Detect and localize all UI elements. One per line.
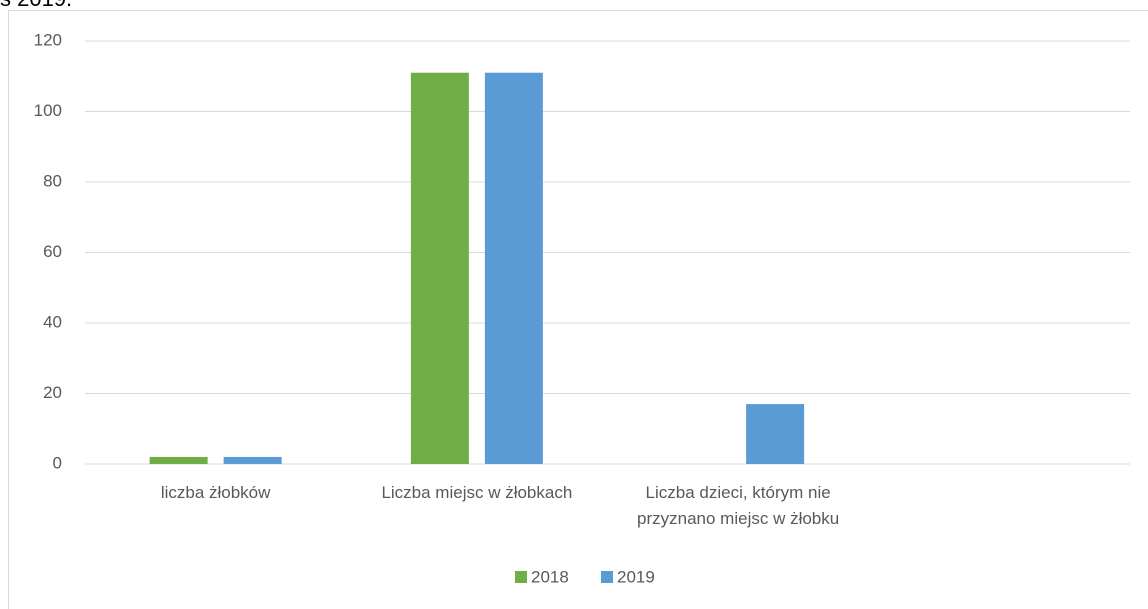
y-tick-label: 20 <box>43 383 62 402</box>
legend-swatch <box>515 571 527 583</box>
y-tick-label: 100 <box>34 101 62 120</box>
legend-swatch <box>601 571 613 583</box>
y-tick-label: 40 <box>43 312 62 331</box>
bar <box>223 456 282 464</box>
bar <box>746 404 805 464</box>
x-tick-label: Liczba dzieci, którym nie przyznano miej… <box>637 483 840 528</box>
y-tick-label: 80 <box>43 171 62 190</box>
legend-label: 2018 <box>531 567 569 586</box>
bar <box>149 456 208 464</box>
y-tick-label: 0 <box>53 453 62 472</box>
bar <box>484 72 543 464</box>
x-tick-label: Liczba miejsc w żłobkach <box>381 483 573 502</box>
bar <box>410 72 469 464</box>
y-tick-label: 120 <box>34 30 62 49</box>
chart-border <box>8 10 1148 609</box>
heading: s 2019. <box>0 0 72 12</box>
x-tick-label: liczba żłobków <box>160 483 271 502</box>
legend-label: 2019 <box>617 567 655 586</box>
y-tick-label: 60 <box>43 242 62 261</box>
